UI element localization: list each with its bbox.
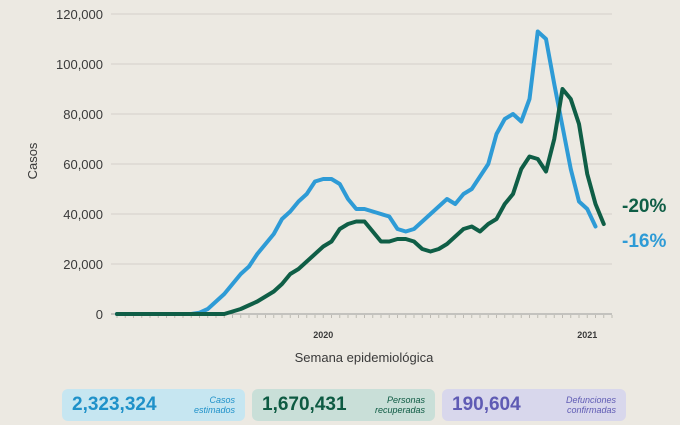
year-label: 2020: [313, 330, 333, 340]
y-tick-label: 40,000: [63, 207, 103, 222]
deaths-card: 190,604 Defunciones confirmadas: [442, 389, 626, 421]
x-axis-label: Semana epidemiológica: [295, 350, 435, 365]
recovered-value: 1,670,431: [262, 394, 347, 415]
series-group: [115, 29, 606, 316]
recovered-card: 1,670,431 Personas recuperadas: [252, 389, 435, 421]
estimated-cases-value: 2,323,324: [72, 394, 157, 415]
y-tick-label: 60,000: [63, 157, 103, 172]
y-tick-label: 120,000: [56, 7, 103, 22]
y-tick-label: 0: [96, 307, 103, 322]
x-axis: 2020 2021: [116, 315, 613, 340]
deaths-label: Defunciones confirmadas: [565, 395, 616, 415]
series-line: [115, 87, 606, 316]
recovered-label: Personas recuperadas: [374, 395, 425, 415]
y-tick-label: 20,000: [63, 257, 103, 272]
y-axis-label: Casos: [25, 142, 40, 179]
end-label: -16%: [622, 231, 666, 252]
end-label: -20%: [622, 196, 666, 217]
gridlines: [111, 13, 612, 315]
end-labels: -20% -16%: [622, 196, 666, 252]
estimated-cases-label: Casos estimados: [193, 395, 235, 415]
deaths-value: 190,604: [452, 394, 521, 415]
estimated-cases-card: 2,323,324 Casos estimados: [62, 389, 245, 421]
year-label: 2021: [577, 330, 597, 340]
series-line: [115, 29, 598, 316]
y-tick-label: 80,000: [63, 107, 103, 122]
y-tick-label: 100,000: [56, 57, 103, 72]
y-axis: 0 20,000 40,000 60,000 80,000 100,000 120,000: [56, 7, 103, 322]
